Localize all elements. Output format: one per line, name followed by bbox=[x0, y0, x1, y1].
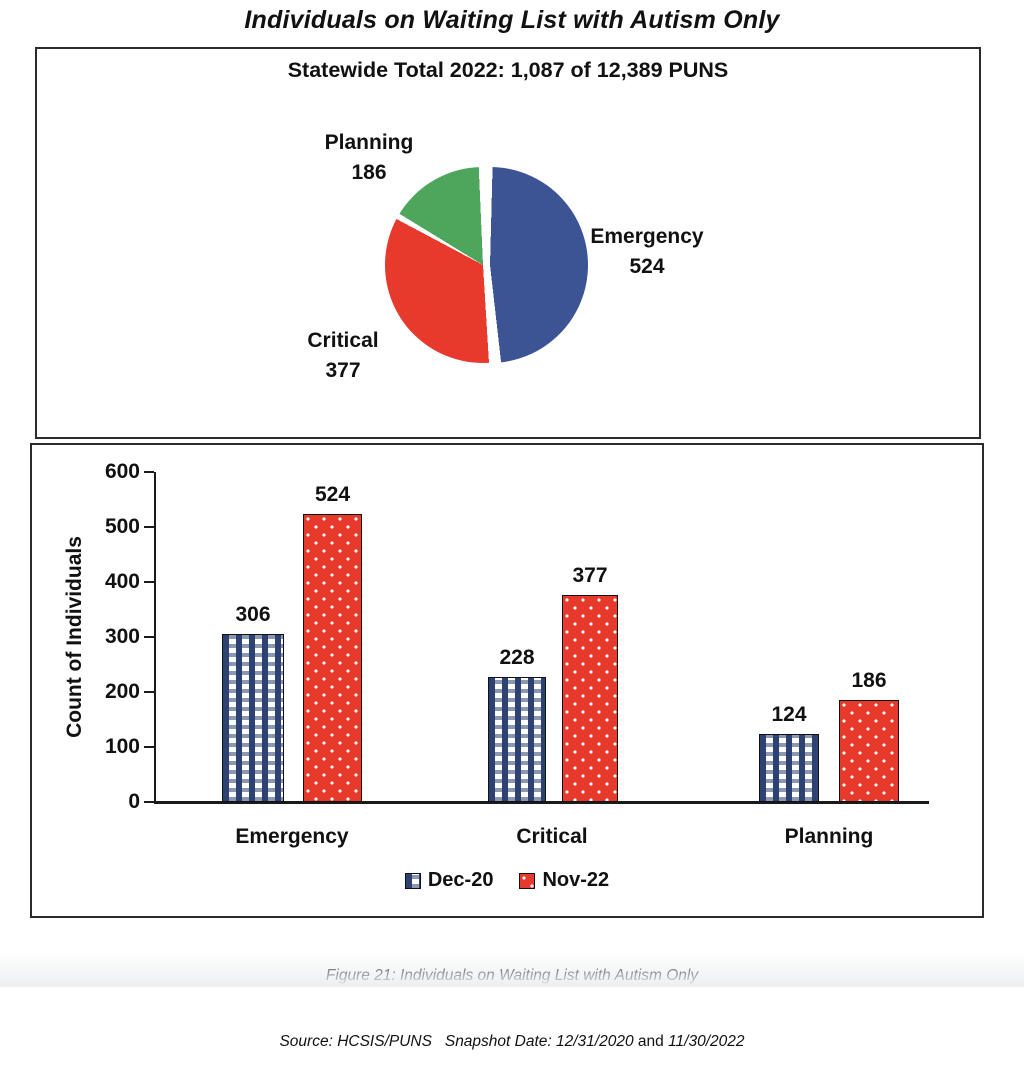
bar-value-critical-nov22: 377 bbox=[572, 564, 608, 587]
bar-critical-dec20 bbox=[488, 677, 546, 802]
pie-label-planning-value: 186 bbox=[351, 161, 387, 184]
pie-label-planning-name: Planning bbox=[324, 131, 414, 154]
x-category-emergency: Emergency bbox=[235, 825, 349, 848]
y-tick-label: 0 bbox=[128, 790, 140, 813]
bar-emergency-nov22 bbox=[303, 514, 362, 802]
x-category-planning: Planning bbox=[784, 825, 874, 848]
pie-label-emergency: Emergency 524 bbox=[572, 222, 722, 282]
legend-label-nov22: Nov-22 bbox=[542, 869, 610, 891]
pie-chart-title: Statewide Total 2022: 1,087 of 12,389 PU… bbox=[287, 58, 729, 82]
y-tick-label: 600 bbox=[104, 460, 140, 483]
legend-item-nov22: Nov-22 bbox=[519, 869, 609, 892]
y-tick bbox=[144, 636, 154, 638]
pie-label-emergency-value: 524 bbox=[629, 255, 665, 278]
x-axis-line bbox=[154, 801, 929, 804]
bar-value-emergency-dec20: 306 bbox=[235, 603, 271, 626]
legend-swatch-nov22 bbox=[519, 872, 536, 889]
bar-critical-nov22 bbox=[562, 595, 618, 802]
pie-label-planning: Planning 186 bbox=[294, 128, 444, 188]
y-tick-label: 300 bbox=[104, 625, 140, 648]
bar-value-critical-dec20: 228 bbox=[499, 646, 535, 669]
y-tick-label: 200 bbox=[104, 680, 140, 703]
y-tick bbox=[144, 746, 154, 748]
y-tick bbox=[144, 526, 154, 528]
legend-item-dec20: Dec-20 bbox=[404, 869, 494, 892]
chart-legend: Dec-20 Nov-22 bbox=[32, 869, 982, 892]
y-axis-line bbox=[154, 472, 156, 804]
caption-date2-text: 11/30/2022 bbox=[663, 1033, 745, 1050]
pie-slice-emergency bbox=[392, 167, 588, 363]
figure-caption: Figure 21: Individuals on Waiting List w… bbox=[0, 921, 1024, 1075]
bar-chart-panel: Count of Individuals 600 500 400 300 200… bbox=[30, 443, 984, 918]
caption-and-text: and bbox=[637, 1033, 664, 1050]
pie-chart bbox=[385, 167, 588, 363]
caption-source-text: Source: HCSIS/PUNS Snapshot Date: 12/31/… bbox=[279, 1033, 638, 1050]
legend-swatch-dec20 bbox=[404, 872, 421, 889]
bottom-fade-decoration bbox=[0, 952, 1024, 987]
y-tick bbox=[144, 471, 154, 473]
y-tick-label: 100 bbox=[104, 735, 140, 758]
pie-chart-panel: Statewide Total 2022: 1,087 of 12,389 PU… bbox=[35, 47, 981, 439]
bar-emergency-dec20 bbox=[222, 634, 284, 802]
y-tick-label: 400 bbox=[104, 570, 140, 593]
bar-value-emergency-nov22: 524 bbox=[314, 483, 351, 506]
bar-value-planning-nov22: 186 bbox=[851, 669, 887, 692]
pie-label-emergency-name: Emergency bbox=[590, 225, 704, 248]
y-tick-label: 500 bbox=[104, 515, 140, 538]
pie-label-critical-value: 377 bbox=[325, 359, 361, 382]
y-tick bbox=[144, 691, 154, 693]
x-category-critical: Critical bbox=[516, 825, 588, 848]
legend-label-dec20: Dec-20 bbox=[427, 869, 494, 891]
pie-label-critical: Critical 377 bbox=[268, 326, 418, 386]
y-tick bbox=[144, 581, 154, 583]
bar-planning-dec20 bbox=[759, 734, 819, 802]
bar-planning-nov22 bbox=[839, 700, 899, 802]
pie-label-critical-name: Critical bbox=[307, 329, 379, 352]
bar-value-planning-dec20: 124 bbox=[771, 703, 807, 726]
page-title: Individuals on Waiting List with Autism … bbox=[244, 6, 780, 34]
figure-caption-line2: Source: HCSIS/PUNS Snapshot Date: 12/31/… bbox=[0, 1031, 1024, 1053]
y-tick bbox=[144, 801, 154, 803]
